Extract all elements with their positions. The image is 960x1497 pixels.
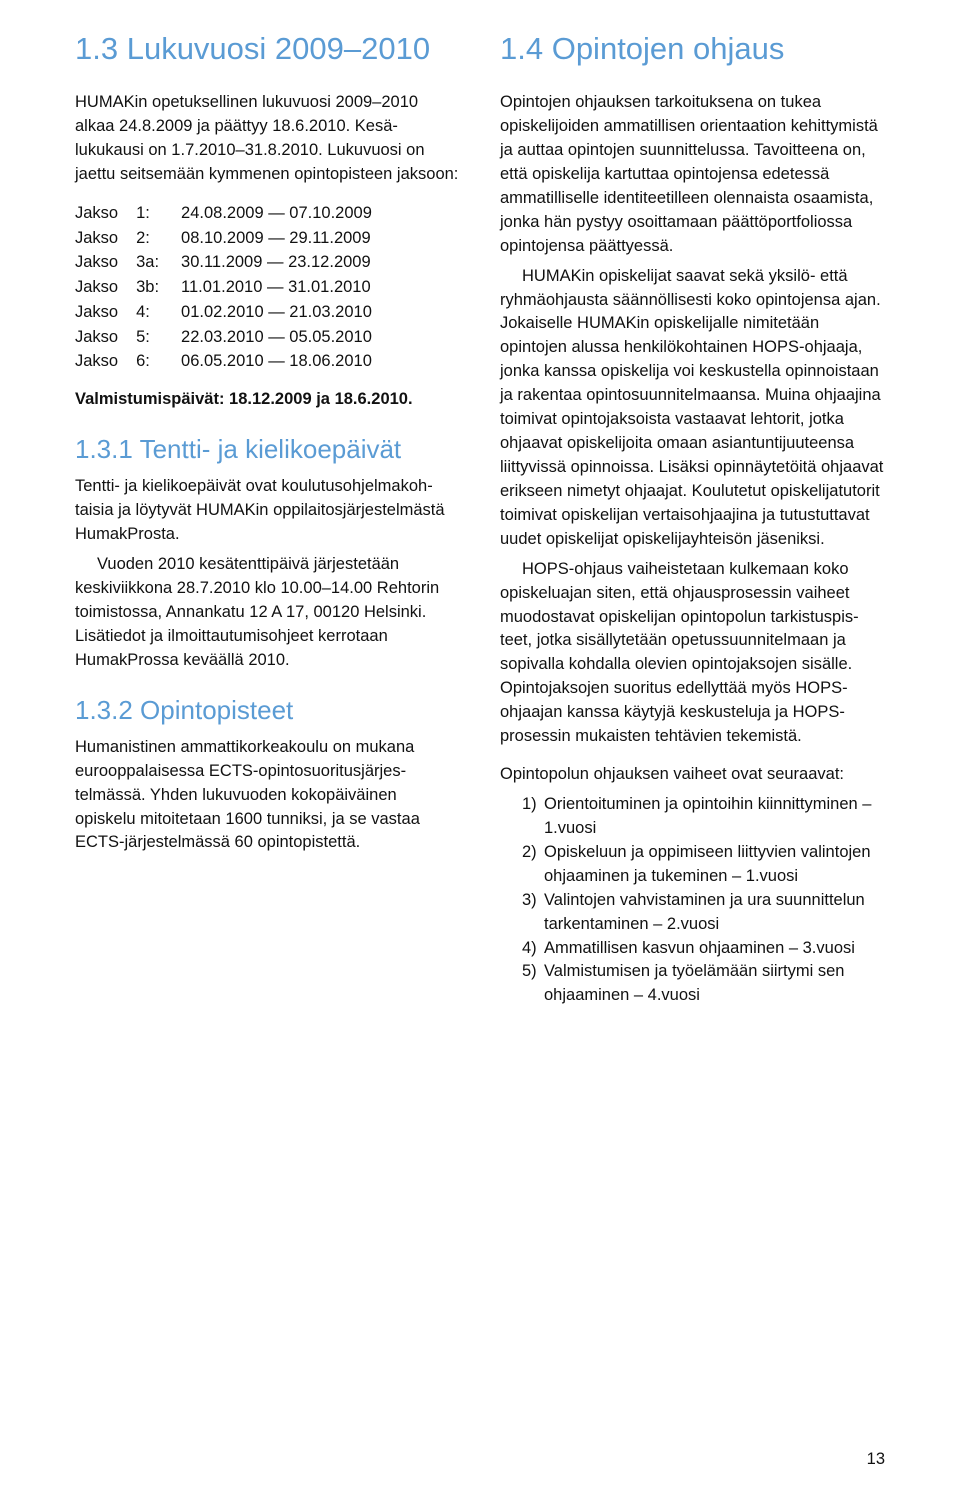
p-132: Humanistinen ammattikorkeakoulu on mukan… — [75, 736, 460, 856]
jakso-label: Jakso — [75, 325, 136, 350]
p-14-2: HUMAKin opiskelijat saavat sekä yksilö- … — [500, 265, 885, 552]
jakso-label: Jakso — [75, 201, 136, 226]
list-item: 5)Valmistumisen ja työelämään siirtymi s… — [522, 960, 885, 1008]
jakso-label: Jakso — [75, 300, 136, 325]
jakso-range: 06.05.2010 — 18.06.2010 — [181, 349, 390, 374]
jakso-number: 3a: — [136, 250, 181, 275]
table-row: Jakso 6: 06.05.2010 — 18.06.2010 — [75, 349, 390, 374]
table-row: Jakso 5: 22.03.2010 — 05.05.2010 — [75, 325, 390, 350]
page-two-column: 1.3 Lukuvuosi 2009–2010 HUMAKin opetukse… — [0, 0, 960, 1052]
list-item: 2)Opiskeluun ja oppimiseen liittyvien va… — [522, 841, 885, 889]
p-14-1: Opintojen ohjauksen tarkoituksena on tuk… — [500, 91, 885, 258]
page-number: 13 — [867, 1450, 885, 1469]
p-14-3: HOPS-ohjaus vaiheistetaan kulkemaan koko… — [500, 558, 885, 749]
jakso-label: Jakso — [75, 275, 136, 300]
phases-list: 1)Orientoituminen ja opintoihin kiinnitt… — [500, 793, 885, 1008]
left-column: 1.3 Lukuvuosi 2009–2010 HUMAKin opetukse… — [75, 30, 460, 1022]
table-row: Jakso 1: 24.08.2009 — 07.10.2009 — [75, 201, 390, 226]
heading-1-4: 1.4 Opintojen ohjaus — [500, 30, 885, 67]
phases-lead: Opintopolun ohjauksen vaiheet ovat seura… — [500, 763, 885, 787]
jakso-range: 11.01.2010 — 31.01.2010 — [181, 275, 390, 300]
jakso-number: 2: — [136, 226, 181, 251]
heading-1-3: 1.3 Lukuvuosi 2009–2010 — [75, 30, 460, 67]
jakso-number: 6: — [136, 349, 181, 374]
jakso-label: Jakso — [75, 226, 136, 251]
table-row: Jakso 2: 08.10.2009 — 29.11.2009 — [75, 226, 390, 251]
intro-paragraph: HUMAKin opetuksellinen lukuvuosi 2009–20… — [75, 91, 460, 187]
jakso-number: 5: — [136, 325, 181, 350]
jakso-number: 1: — [136, 201, 181, 226]
jakso-range: 24.08.2009 — 07.10.2009 — [181, 201, 390, 226]
table-row: Jakso 3b: 11.01.2010 — 31.01.2010 — [75, 275, 390, 300]
heading-1-3-1: 1.3.1 Tentti- ja kielikoepäivät — [75, 434, 460, 465]
jakso-table: Jakso 1: 24.08.2009 — 07.10.2009 Jakso 2… — [75, 201, 390, 374]
jakso-number: 3b: — [136, 275, 181, 300]
jakso-range: 22.03.2010 — 05.05.2010 — [181, 325, 390, 350]
table-row: Jakso 3a: 30.11.2009 — 23.12.2009 — [75, 250, 390, 275]
jakso-range: 30.11.2009 — 23.12.2009 — [181, 250, 390, 275]
jakso-label: Jakso — [75, 250, 136, 275]
right-column: 1.4 Opintojen ohjaus Opintojen ohjauksen… — [500, 30, 885, 1022]
jakso-range: 01.02.2010 — 21.03.2010 — [181, 300, 390, 325]
jakso-number: 4: — [136, 300, 181, 325]
jakso-label: Jakso — [75, 349, 136, 374]
jakso-range: 08.10.2009 — 29.11.2009 — [181, 226, 390, 251]
table-row: Jakso 4: 01.02.2010 — 21.03.2010 — [75, 300, 390, 325]
p-131-b: Vuoden 2010 kesätenttipäivä järjestetään… — [75, 553, 460, 673]
heading-1-3-2: 1.3.2 Opintopisteet — [75, 695, 460, 726]
list-item: 4)Ammatillisen kasvun ohjaaminen – 3.vuo… — [522, 937, 885, 961]
p-131-a: Tentti- ja kielikoepäivät ovat koulutuso… — [75, 475, 460, 547]
valmistumispaivat: Valmistumispäivät: 18.12.2009 ja 18.6.20… — [75, 388, 460, 412]
list-item: 1)Orientoituminen ja opintoihin kiinnitt… — [522, 793, 885, 841]
list-item: 3)Valintojen vahvistaminen ja ura suunni… — [522, 889, 885, 937]
